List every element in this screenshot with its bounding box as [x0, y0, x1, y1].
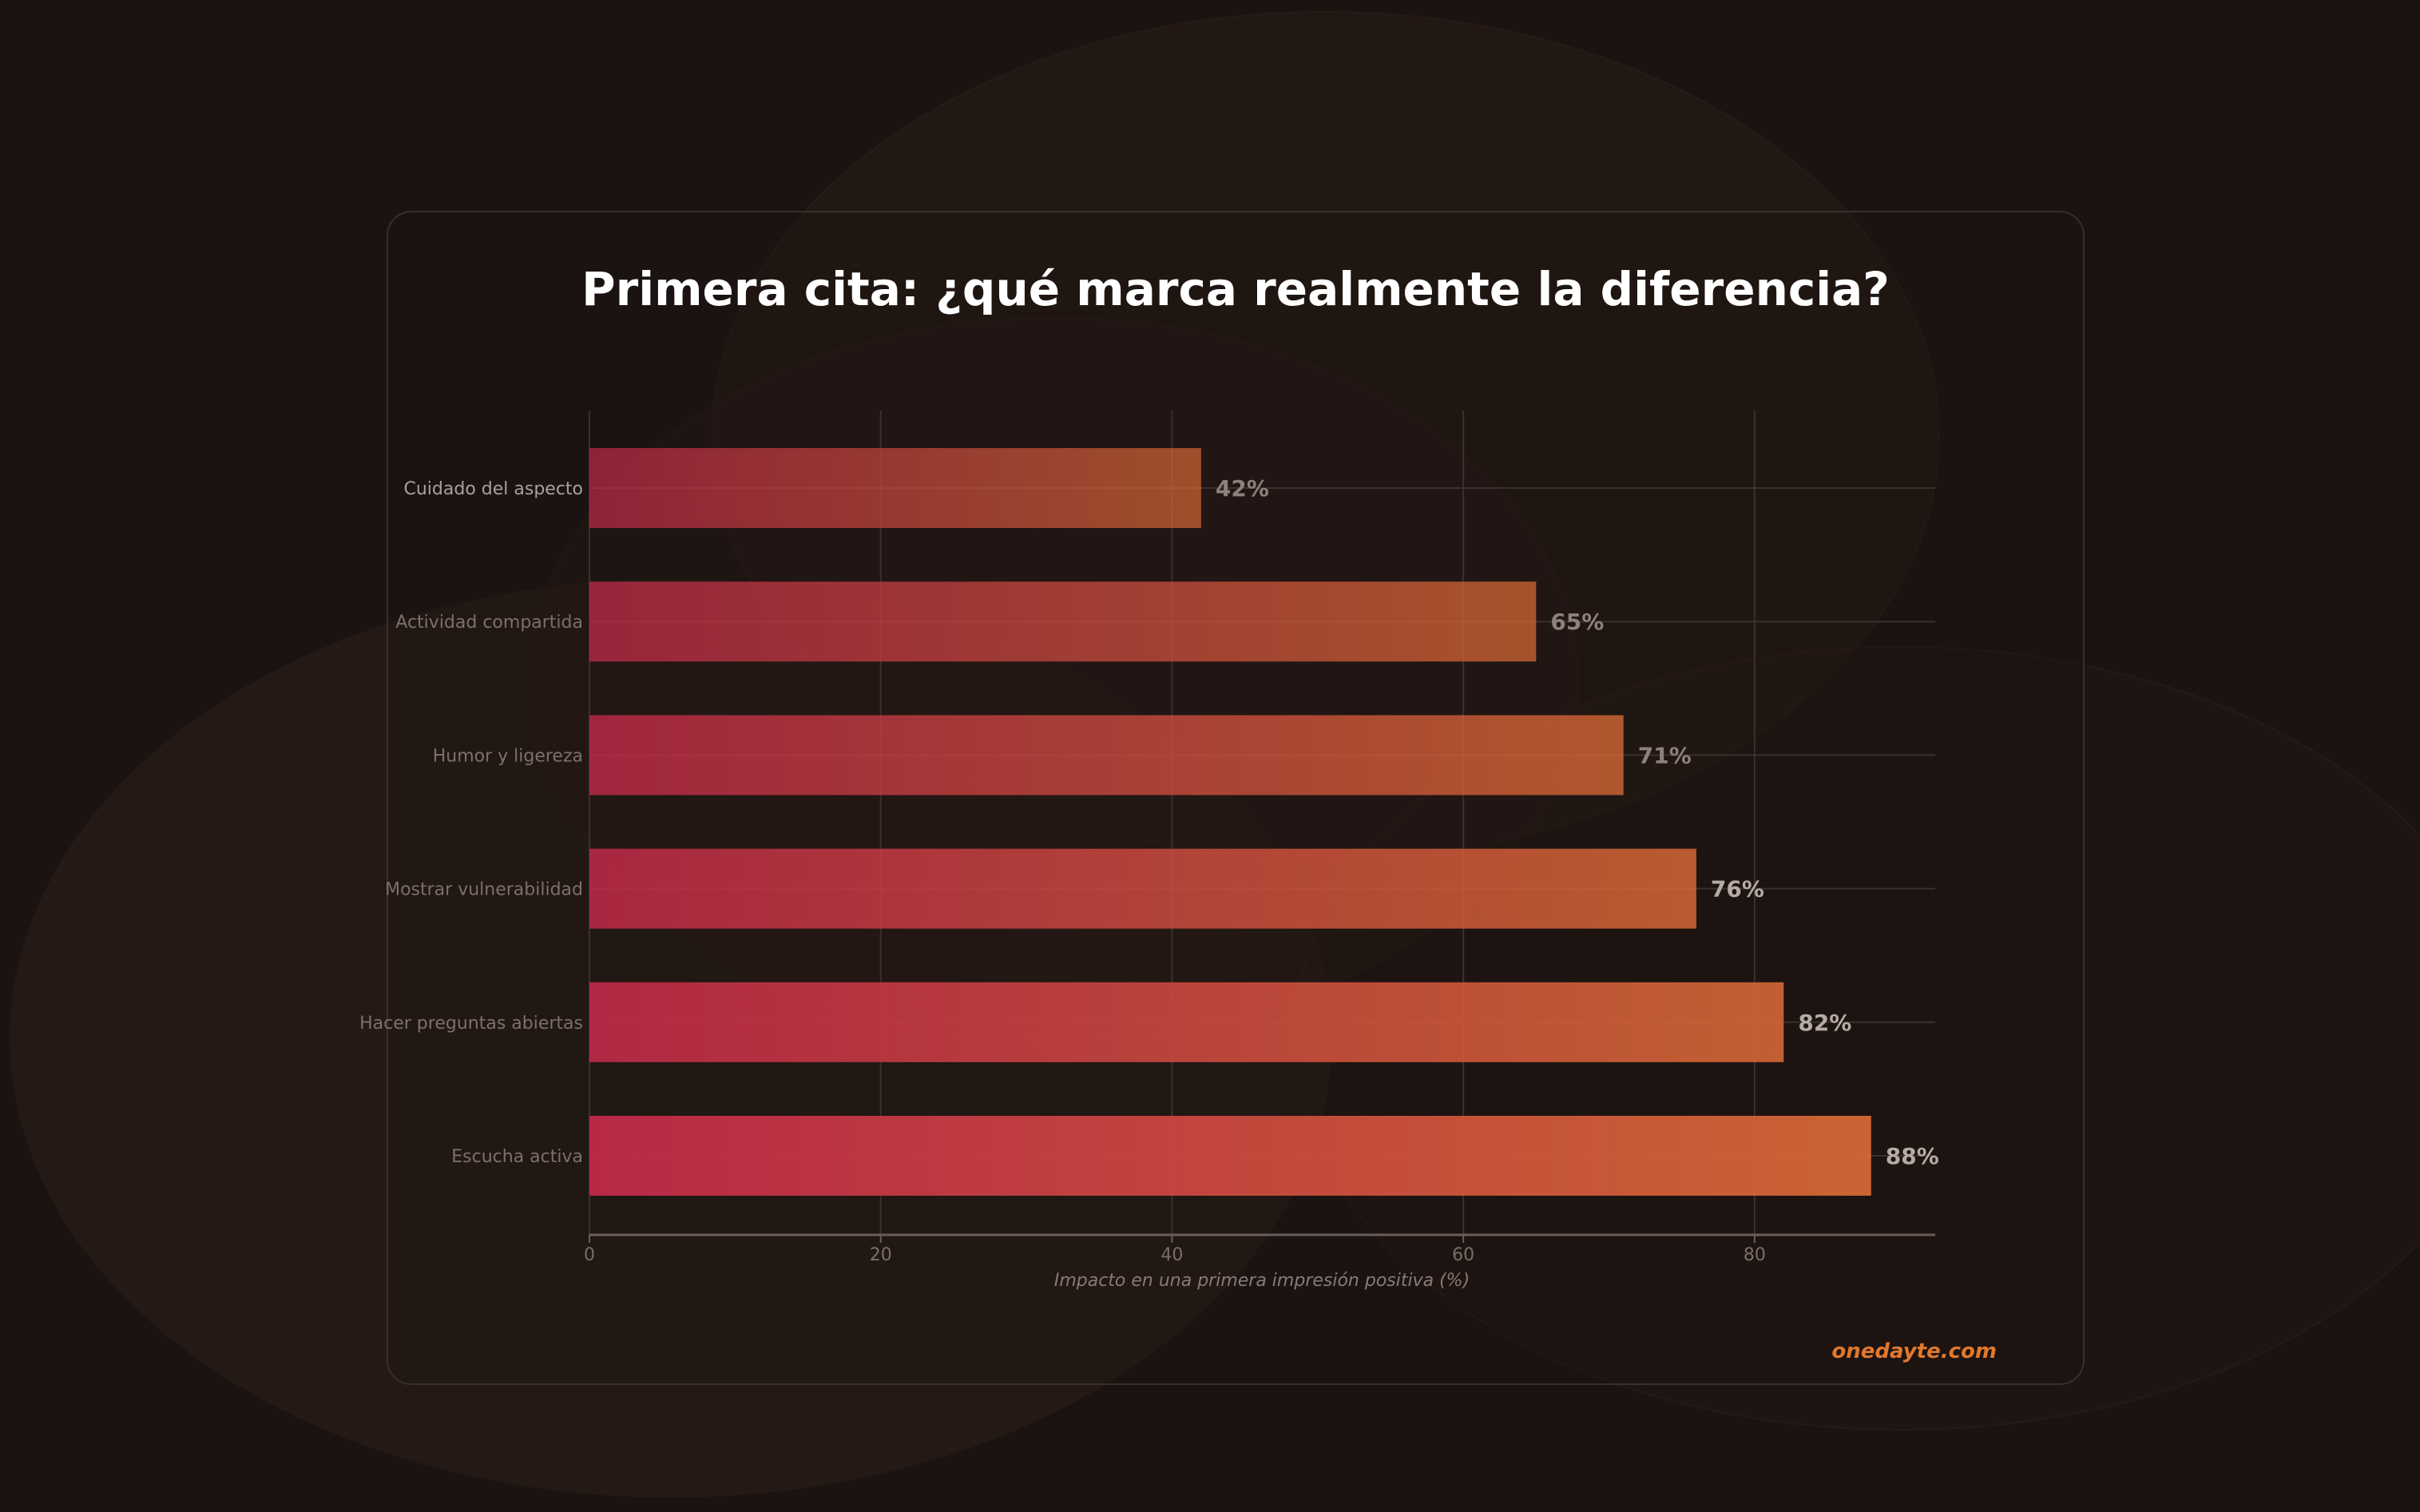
- value-label: 76%: [1711, 876, 1764, 903]
- category-label: Hacer preguntas abiertas: [359, 1014, 583, 1034]
- value-label: 65%: [1550, 609, 1604, 635]
- watermark: onedayte.com: [1831, 1339, 1997, 1363]
- x-axis-label: Impacto en una primera impresión positiv…: [1054, 1271, 1470, 1291]
- bar: [589, 715, 1624, 796]
- category-label: Actividad compartida: [395, 613, 583, 633]
- bar: [589, 448, 1201, 528]
- bar: [589, 982, 1784, 1062]
- category-label: Escucha activa: [451, 1147, 583, 1167]
- bar: [589, 848, 1696, 929]
- value-label: 88%: [1886, 1143, 1939, 1169]
- x-tick-label: 20: [870, 1245, 892, 1265]
- chart-title: Primera cita: ¿qué marca realmente la di…: [581, 262, 1890, 316]
- x-tick-label: 80: [1744, 1245, 1766, 1265]
- chart-card: [387, 211, 2085, 1385]
- x-tick-label: 40: [1160, 1245, 1183, 1265]
- x-tick-label: 0: [584, 1245, 595, 1265]
- bar: [589, 581, 1537, 662]
- x-tick-label: 60: [1452, 1245, 1474, 1265]
- bar: [589, 1116, 1871, 1196]
- category-label: Mostrar vulnerabilidad: [385, 880, 583, 900]
- value-label: 42%: [1216, 475, 1269, 502]
- category-label: Cuidado del aspecto: [403, 479, 583, 499]
- value-label: 71%: [1638, 742, 1692, 768]
- value-label: 82%: [1798, 1010, 1851, 1036]
- category-label: Humor y ligereza: [433, 746, 583, 766]
